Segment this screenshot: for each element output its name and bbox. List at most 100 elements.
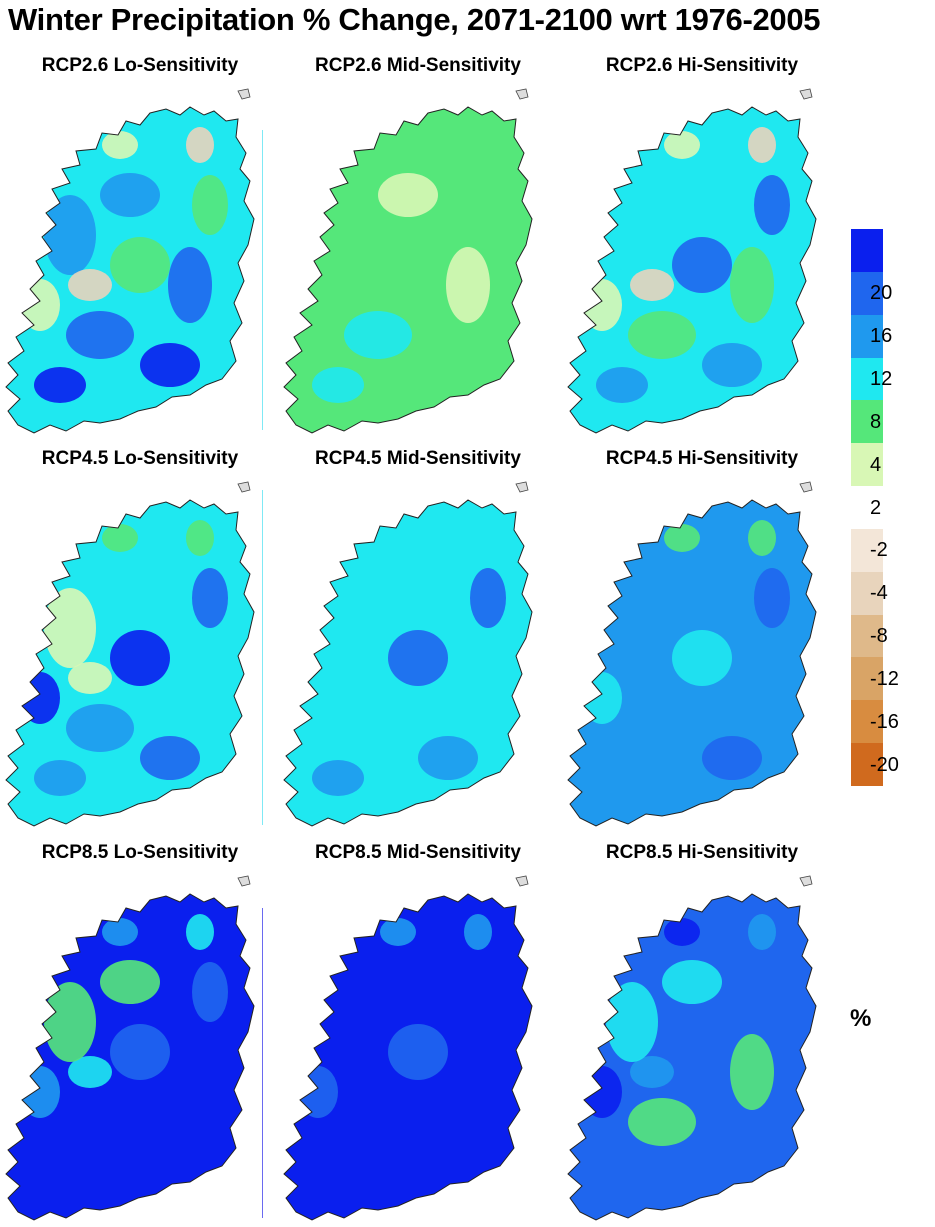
map-contour-patch bbox=[630, 1056, 674, 1088]
map-contour-patch bbox=[102, 524, 138, 552]
map-contour-patch bbox=[44, 982, 96, 1062]
colorbar-tick-label: 12 bbox=[870, 367, 893, 390]
colorbar-swatch bbox=[851, 743, 883, 787]
ireland-map bbox=[567, 88, 817, 434]
colorbar-swatch bbox=[851, 700, 883, 744]
islet-shape bbox=[799, 481, 813, 493]
map-contour-patch bbox=[672, 237, 732, 293]
map-contour-patch bbox=[20, 1066, 60, 1118]
panel-edge-line bbox=[262, 490, 263, 825]
map-contour-patch bbox=[312, 367, 364, 403]
figure-title: Winter Precipitation % Change, 2071-2100… bbox=[8, 2, 821, 37]
map-contour-patch bbox=[20, 672, 60, 724]
colorbar-swatch bbox=[851, 400, 883, 444]
map-contour-patch bbox=[730, 1034, 774, 1110]
panel-edge-line bbox=[262, 908, 263, 1218]
map-contour-patch bbox=[664, 918, 700, 946]
map-contour-patch bbox=[378, 173, 438, 217]
map-contour-patch bbox=[702, 343, 762, 387]
map-panel: RCP2.6 Hi-Sensitivity bbox=[562, 55, 842, 440]
coastline bbox=[283, 499, 533, 827]
map-contour-patch bbox=[388, 1024, 448, 1080]
map-panel-title: RCP8.5 Mid-Sensitivity bbox=[315, 842, 521, 863]
colorbar-swatch bbox=[851, 443, 883, 487]
colorbar-swatch bbox=[851, 614, 883, 658]
coastline bbox=[5, 106, 255, 434]
islet-shape bbox=[237, 481, 251, 493]
colorbar-swatch bbox=[851, 314, 883, 359]
colorbar-swatch bbox=[851, 357, 883, 401]
map-panel: RCP2.6 Lo-Sensitivity bbox=[0, 55, 280, 440]
map-contour-patch bbox=[192, 568, 228, 628]
map-contour-patch bbox=[34, 760, 86, 796]
map-contour-patch bbox=[140, 736, 200, 780]
map-panel-title: RCP4.5 Lo-Sensitivity bbox=[41, 448, 239, 469]
colorbar-tick-label: 4 bbox=[870, 453, 882, 476]
map-panel-title: RCP2.6 Hi-Sensitivity bbox=[605, 55, 799, 76]
colorbar-tick-label: 20 bbox=[870, 282, 893, 305]
map-contour-patch bbox=[34, 367, 86, 403]
map-contour-patch bbox=[44, 195, 96, 275]
islet-shape bbox=[515, 88, 529, 100]
ireland-map bbox=[567, 875, 817, 1221]
map-contour-patch bbox=[446, 247, 490, 323]
colorbar-tick-label: -4 bbox=[870, 582, 888, 605]
map-contour-patch bbox=[110, 630, 170, 686]
map-contour-patch bbox=[662, 960, 722, 1004]
map-contour-patch bbox=[66, 311, 134, 359]
map-contour-patch bbox=[582, 279, 622, 331]
map-contour-patch bbox=[748, 914, 776, 950]
map-contour-patch bbox=[68, 1056, 112, 1088]
colorbar-tick-label: -8 bbox=[870, 625, 888, 648]
map-contour-patch bbox=[100, 960, 160, 1004]
map-panel-title: RCP2.6 Mid-Sensitivity bbox=[315, 55, 521, 76]
map-contour-patch bbox=[418, 736, 478, 780]
map-contour-patch bbox=[140, 343, 200, 387]
ireland-map bbox=[5, 88, 255, 434]
map-contour-patch bbox=[20, 279, 60, 331]
islet-shape bbox=[237, 88, 251, 100]
colorbar-swatch bbox=[851, 657, 883, 701]
map-contour-patch bbox=[606, 982, 658, 1062]
map-panel-title: RCP2.6 Lo-Sensitivity bbox=[41, 55, 239, 76]
islet-shape bbox=[515, 875, 529, 887]
map-panel: RCP8.5 Lo-Sensitivity bbox=[0, 842, 280, 1227]
map-contour-patch bbox=[312, 760, 364, 796]
colorbar-swatch bbox=[851, 229, 883, 273]
ireland-map bbox=[5, 481, 255, 827]
map-contour-patch bbox=[730, 247, 774, 323]
map-contour-patch bbox=[68, 269, 112, 301]
map-contour-patch bbox=[102, 131, 138, 159]
map-panel-title: RCP4.5 Hi-Sensitivity bbox=[605, 448, 799, 469]
colorbar bbox=[851, 229, 883, 787]
coastline bbox=[5, 499, 255, 827]
colorbar-tick-label: -16 bbox=[870, 710, 899, 733]
coastline bbox=[283, 106, 533, 434]
map-contour-patch bbox=[464, 914, 492, 950]
map-contour-patch bbox=[192, 175, 228, 235]
map-contour-patch bbox=[110, 1024, 170, 1080]
map-contour-patch bbox=[630, 269, 674, 301]
map-contour-patch bbox=[754, 175, 790, 235]
map-contour-patch bbox=[344, 311, 412, 359]
coastline bbox=[567, 893, 817, 1221]
map-contour-patch bbox=[100, 173, 160, 217]
map-contour-patch bbox=[628, 1098, 696, 1146]
map-contour-patch bbox=[186, 520, 214, 556]
map-contour-patch bbox=[582, 672, 622, 724]
ireland-map bbox=[5, 875, 255, 1221]
islet-shape bbox=[237, 875, 251, 887]
coastline bbox=[567, 106, 817, 434]
ireland-map bbox=[283, 88, 533, 434]
map-contour-patch bbox=[664, 131, 700, 159]
map-panel: RCP4.5 Lo-Sensitivity bbox=[0, 448, 280, 833]
colorbar-tick-label: 16 bbox=[870, 325, 893, 348]
map-contour-patch bbox=[380, 918, 416, 946]
islet-shape bbox=[799, 875, 813, 887]
map-panel-title: RCP8.5 Lo-Sensitivity bbox=[41, 842, 239, 863]
map-panel: RCP8.5 Mid-Sensitivity bbox=[278, 842, 558, 1227]
ireland-map bbox=[567, 481, 817, 827]
colorbar-swatch bbox=[851, 528, 883, 573]
ireland-map bbox=[283, 875, 533, 1221]
map-contour-patch bbox=[186, 127, 214, 163]
